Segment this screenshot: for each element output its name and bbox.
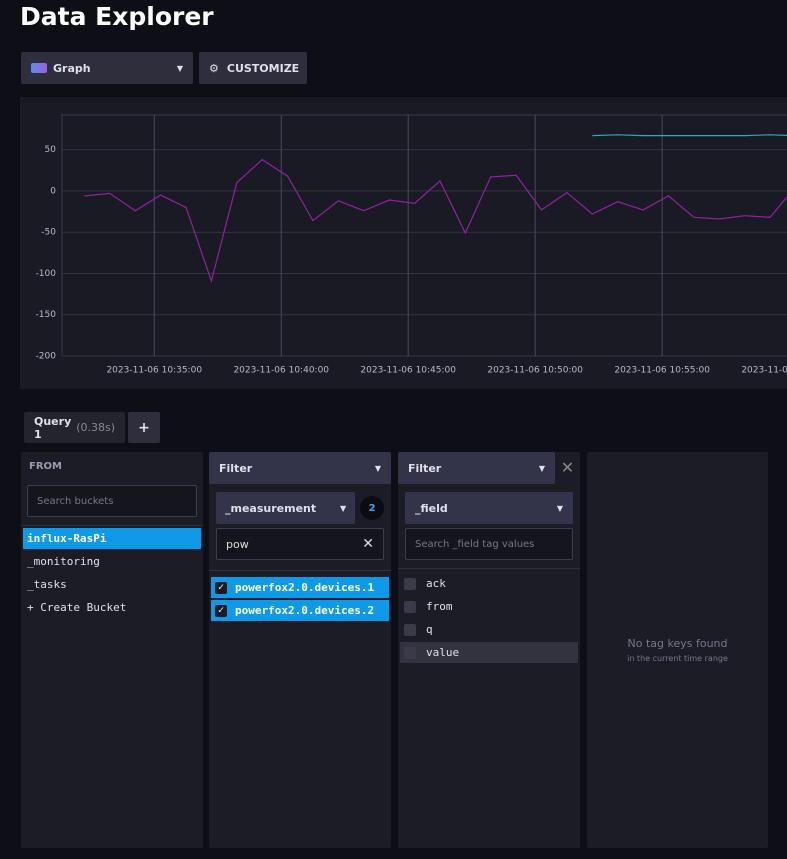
filter-dropdown[interactable]: Filter▼: [398, 452, 555, 484]
chart: -200 -150 -100 -50 0 50 2023-11-06 10:35:00 202…: [20, 97, 787, 389]
value-item[interactable]: from: [400, 596, 578, 617]
filter-label: Filter: [408, 462, 441, 475]
x-tick-label: 2023-11-06 11:00:00: [741, 366, 787, 376]
query-time: (0.38s): [76, 421, 115, 434]
query-tab[interactable]: Query 1 (0.38s): [24, 412, 125, 443]
value-label: q: [426, 623, 433, 636]
value-label: ack: [426, 577, 446, 590]
key-dropdown[interactable]: _field▼: [405, 492, 573, 524]
checkbox: ✓: [215, 605, 227, 617]
bucket[interactable]: influx-RasPi: [23, 528, 201, 549]
view-type-dropdown[interactable]: Graph▼: [21, 52, 193, 84]
value-item[interactable]: ✓ powerfox2.0.devices.1: [211, 577, 389, 598]
add-query[interactable]: +: [128, 412, 160, 443]
x-tick-label: 2023-11-06 10:40:00: [233, 366, 329, 376]
value-list: ack from q value: [398, 568, 580, 663]
series-line: [84, 160, 787, 281]
checkbox: [404, 578, 416, 590]
value-search[interactable]: Search _field tag values: [405, 528, 573, 560]
y-tick-label: -200: [36, 352, 57, 362]
key: _measurement: [225, 502, 316, 515]
customize-button[interactable]: ⚙CUSTOMIZE: [199, 52, 307, 84]
y-tick-label: 50: [45, 145, 57, 155]
view-type: Graph: [53, 62, 91, 75]
count-badge: 2: [360, 496, 384, 520]
bucket[interactable]: _monitoring: [23, 551, 201, 572]
query-name: Query 1: [34, 415, 72, 441]
filter-panel: Filter▼✕ _field▼ Search _field tag value…: [398, 452, 580, 848]
value-label: powerfox2.0.devices.1: [235, 581, 374, 594]
y-tick-label: -150: [36, 310, 57, 320]
value-item[interactable]: value: [400, 642, 578, 663]
value-label: powerfox2.0.devices.2: [235, 604, 374, 617]
x-tick-label: 2023-11-06 10:35:00: [106, 366, 202, 376]
customize-label: CUSTOMIZE: [227, 62, 299, 75]
value-item[interactable]: ack: [400, 573, 578, 594]
checkbox: [404, 601, 416, 613]
value-list: ✓ powerfox2.0.devices.1 ✓ powerfox2.0.devic…: [209, 570, 391, 621]
value-item[interactable]: q: [400, 619, 578, 640]
from-label: FROM: [21, 452, 203, 481]
y-tick-label: -100: [36, 269, 57, 279]
value-item[interactable]: ✓ powerfox2.0.devices.2: [211, 600, 389, 621]
page-title: Data Explorer: [20, 2, 214, 31]
bucket-search[interactable]: Search buckets: [27, 485, 197, 517]
empty-title: No tag keys found: [628, 637, 728, 650]
graph-icon: [31, 63, 47, 73]
x-tick-label: 2023-11-06 10:45:00: [360, 366, 456, 376]
empty-panel: No tag keys found in the current time ra…: [587, 452, 768, 848]
filter-dropdown[interactable]: Filter▼: [209, 452, 391, 484]
value-search[interactable]: pow✕: [216, 528, 384, 560]
value-label: from: [426, 600, 453, 613]
checkbox: [404, 624, 416, 636]
bucket[interactable]: _tasks: [23, 574, 201, 595]
y-tick-label: -50: [41, 228, 56, 238]
checkbox: ✓: [215, 582, 227, 594]
from-panel: FROM Search buckets influx-RasPi_monitor…: [21, 452, 203, 848]
x-tick-label: 2023-11-06 10:55:00: [614, 366, 710, 376]
filter-label: Filter: [219, 462, 252, 475]
plot-border: [62, 115, 787, 356]
x-tick-label: 2023-11-06 10:50:00: [487, 366, 583, 376]
graph-panel: -200 -150 -100 -50 0 50 2023-11-06 10:35:00 202…: [20, 97, 787, 389]
y-tick-label: 0: [50, 186, 56, 196]
bucket-list: influx-RasPi_monitoring_tasks+ Create Bu…: [21, 525, 203, 618]
key: _field: [415, 502, 448, 515]
checkbox: [404, 647, 416, 659]
empty-subtitle: in the current time range: [627, 654, 728, 663]
series-line: [592, 135, 787, 136]
bucket[interactable]: + Create Bucket: [23, 597, 201, 618]
key-dropdown[interactable]: _measurement▼: [216, 492, 355, 524]
search-text: pow: [226, 538, 249, 551]
value-label: value: [426, 646, 459, 659]
filter-panel: Filter▼ _measurement▼ 2 pow✕ ✓ powerfox2.…: [209, 452, 391, 848]
close[interactable]: ✕: [555, 452, 580, 484]
